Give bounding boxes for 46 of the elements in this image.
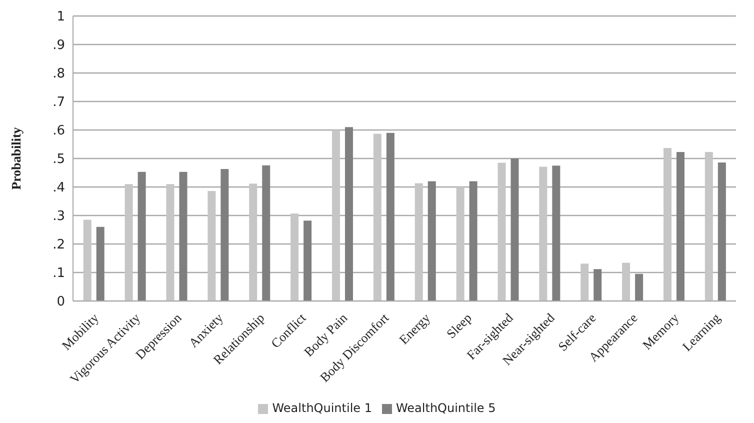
y-tick-label: .4: [52, 180, 65, 196]
bar: [498, 162, 506, 301]
bar: [166, 184, 174, 301]
bar: [208, 190, 216, 301]
y-axis-title: Probability: [8, 126, 24, 190]
bar: [456, 187, 464, 301]
legend-label: WealthQuintile 1: [272, 401, 372, 415]
bar: [373, 134, 382, 301]
bar: [262, 165, 270, 301]
bar: [332, 130, 340, 301]
bar: [83, 220, 92, 301]
bar: [622, 262, 630, 301]
y-tick-label: .2: [52, 238, 65, 253]
bar: [676, 152, 684, 301]
bar: [594, 269, 602, 301]
bar: [428, 181, 436, 301]
bar: [510, 158, 519, 301]
bar: [220, 169, 229, 301]
bar: [552, 166, 560, 301]
bar: [179, 172, 188, 301]
bar: [718, 162, 726, 301]
bar: [96, 226, 104, 301]
bar: [414, 183, 423, 301]
bar: [386, 132, 394, 301]
bar: [304, 220, 312, 301]
y-tick-label: .7: [52, 95, 65, 110]
bar: [663, 148, 672, 301]
bar: [539, 166, 548, 301]
bar: [344, 127, 353, 301]
y-tick-label: 0: [56, 294, 65, 310]
bar: [635, 274, 644, 301]
y-tick-label: .9: [52, 38, 65, 54]
y-tick-label: .8: [52, 66, 65, 82]
y-tick-label: 1: [56, 10, 65, 25]
bar: [138, 172, 146, 301]
y-tick-label: .5: [52, 152, 65, 168]
bar: [249, 184, 258, 301]
y-tick-label: .3: [52, 209, 65, 224]
y-tick-label: .6: [52, 124, 65, 139]
bar: [124, 184, 133, 301]
bar: [469, 181, 478, 301]
bar: [580, 264, 589, 301]
bar: [704, 152, 713, 301]
y-tick-label: .1: [52, 266, 65, 282]
bar: [290, 214, 299, 301]
legend-label: WealthQuintile 5: [396, 401, 496, 415]
